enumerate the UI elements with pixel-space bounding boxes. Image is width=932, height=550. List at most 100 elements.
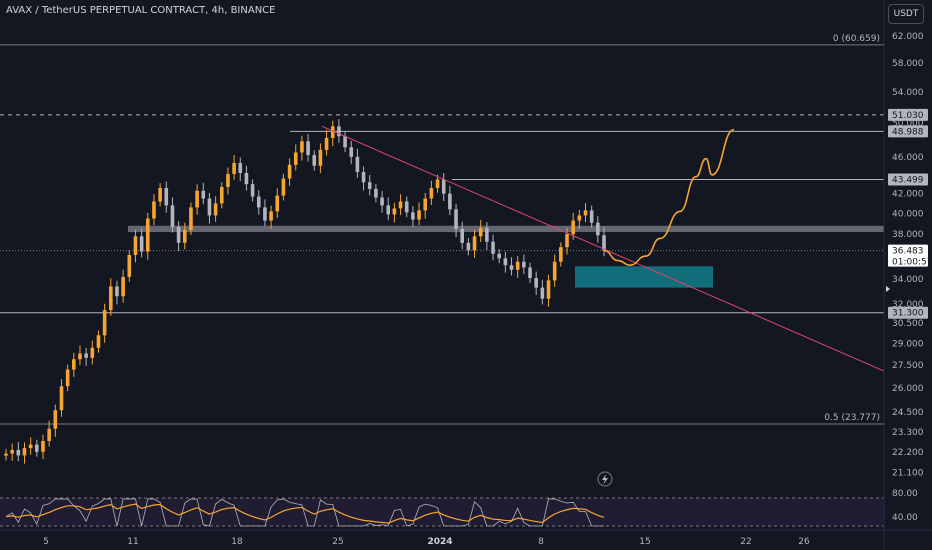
- candle-body-60: [374, 188, 378, 198]
- candles: [4, 119, 606, 464]
- candle-body-35: [219, 186, 224, 204]
- zones: [128, 225, 884, 288]
- x-tick-2: 18: [231, 537, 243, 547]
- countdown-label: 01:00:57: [892, 258, 932, 268]
- candle-body-3: [22, 448, 27, 456]
- price-marker-label-4: 31.300: [892, 309, 924, 319]
- chart-title: AVAX / TetherUS PERPETUAL CONTRACT, 4h, …: [6, 5, 276, 16]
- y-tick-16: 22.200: [892, 448, 924, 458]
- y-tick-10: 30.500: [892, 319, 924, 329]
- candle-body-51: [318, 149, 323, 166]
- y-tick-1: 58.000: [892, 59, 924, 69]
- candle-body-2: [16, 449, 21, 456]
- candle-body-27: [170, 205, 175, 227]
- candle-body-39: [244, 173, 249, 185]
- y-tick-8: 34.000: [892, 275, 924, 285]
- candle-body-29: [182, 229, 187, 243]
- candle-body-63: [392, 208, 397, 215]
- candle-body-70: [435, 179, 440, 188]
- currency-selector[interactable]: USDT: [888, 4, 924, 24]
- price-marker-0: [888, 108, 928, 121]
- candle-body-61: [380, 197, 384, 206]
- candle-body-96: [596, 222, 600, 236]
- candle-body-18: [115, 286, 119, 297]
- candle-body-90: [559, 247, 563, 262]
- candle-body-58: [361, 172, 366, 183]
- candle-body-87: [540, 287, 545, 299]
- candle-body-77: [478, 227, 483, 237]
- y-tick-2: 54.000: [892, 88, 924, 98]
- price-marker-label-1: 48.988: [892, 127, 924, 137]
- time-axis: 5 11 18 25 2024 8 15 22 26: [0, 529, 932, 547]
- candle-body-25: [158, 187, 162, 202]
- projection-path: [603, 128, 735, 266]
- candle-body-30: [189, 207, 193, 230]
- axis-arrow-icon: [886, 286, 890, 292]
- candle-body-82: [509, 265, 514, 270]
- y-tick-17: 21.100: [892, 468, 924, 478]
- candle-body-40: [250, 184, 255, 197]
- candle-body-59: [367, 182, 372, 189]
- candle-body-16: [102, 310, 107, 336]
- candle-body-91: [565, 234, 569, 248]
- y-tick-6: 40.000: [892, 209, 924, 219]
- candle-body-37: [232, 163, 236, 174]
- candle-body-57: [355, 156, 360, 173]
- candle-body-12: [78, 353, 82, 360]
- candle-body-31: [195, 190, 199, 208]
- candle-body-23: [145, 218, 150, 252]
- candle-body-74: [460, 228, 465, 243]
- price-marker-label-2: 43.499: [892, 175, 924, 185]
- candle-body-66: [411, 212, 415, 220]
- y-tick-3: 50.000: [892, 119, 924, 129]
- candle-body-4: [28, 444, 33, 449]
- candle-body-7: [47, 428, 51, 441]
- candle-body-21: [133, 236, 138, 255]
- y-tick-7: 38.000: [892, 230, 924, 240]
- candle-body-32: [201, 190, 206, 199]
- candle-body-84: [522, 261, 526, 268]
- candle-body-38: [238, 163, 243, 174]
- candle-body-11: [72, 359, 76, 370]
- price-axis: 62.000 58.000 54.000 50.000 46.000 42.000 40.0…: [883, 0, 932, 550]
- x-tick-7: 22: [740, 537, 751, 547]
- candle-body-19: [121, 276, 125, 297]
- candle-body-28: [176, 226, 181, 243]
- candle-body-54: [337, 126, 341, 137]
- candle-body-92: [571, 220, 575, 235]
- drawings: [321, 125, 885, 487]
- zone-demand-box: [575, 266, 713, 288]
- candle-body-46: [287, 164, 292, 179]
- candle-body-75: [466, 242, 471, 251]
- candle-body-81: [503, 258, 508, 266]
- y-tick-5: 42.000: [892, 190, 924, 200]
- candle-body-97: [602, 235, 606, 251]
- candle-body-8: [53, 410, 58, 429]
- fib-levels: 0 (60.659) 0.5 (23.777): [0, 34, 884, 425]
- candle-body-80: [497, 253, 501, 259]
- candle-body-34: [213, 203, 218, 216]
- candle-body-53: [330, 126, 335, 138]
- candle-body-36: [226, 173, 230, 187]
- candle-body-79: [491, 241, 495, 254]
- candle-body-64: [398, 201, 403, 209]
- price-marker-1: [888, 125, 928, 138]
- candle-body-55: [343, 136, 347, 148]
- candle-body-93: [577, 215, 582, 221]
- x-tick-3: 25: [332, 537, 343, 547]
- candle-body-10: [65, 369, 70, 387]
- candle-body-88: [546, 280, 551, 299]
- x-tick-8: 26: [798, 537, 810, 547]
- candle-body-72: [448, 193, 452, 210]
- candle-body-22: [139, 236, 144, 252]
- fib-label-1: 0.5 (23.777): [824, 413, 880, 423]
- candle-body-67: [417, 210, 421, 220]
- candle-body-6: [41, 440, 45, 452]
- oscillator-tick-1: 40.00: [892, 513, 918, 523]
- oscillator-line: [5, 498, 604, 527]
- candle-body-62: [386, 205, 391, 215]
- x-tick-0: 5: [43, 537, 49, 547]
- y-tick-11: 29.000: [892, 340, 924, 350]
- y-tick-13: 26.000: [892, 384, 924, 394]
